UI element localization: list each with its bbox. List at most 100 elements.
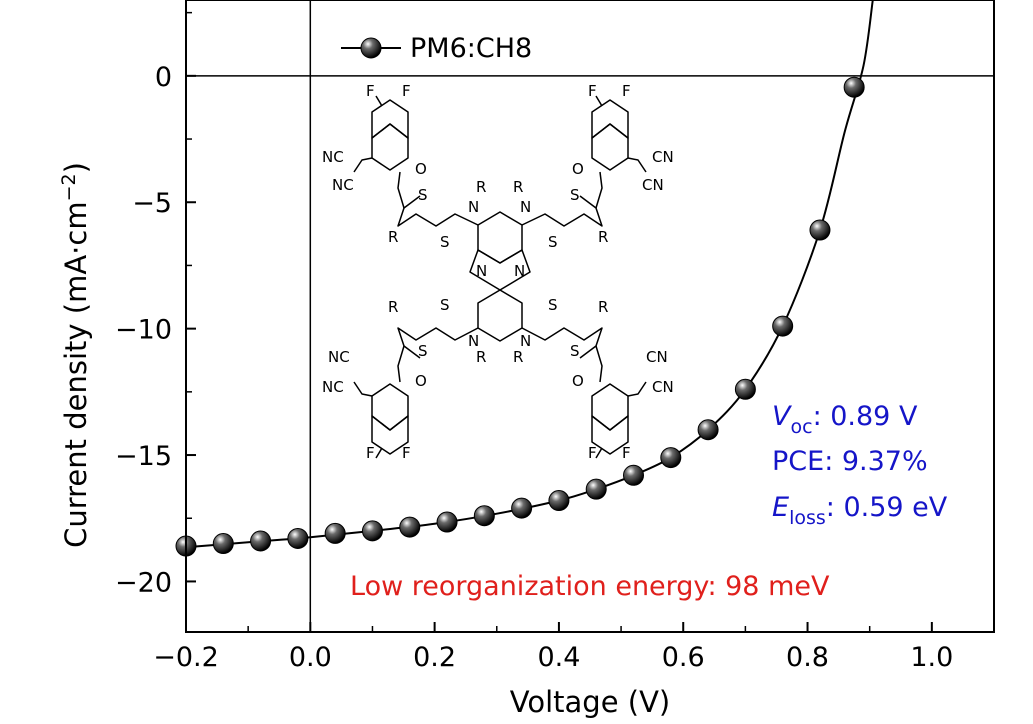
endgroup-ring-upper-right	[591, 123, 629, 171]
x-tick-label: −0.2	[153, 642, 219, 673]
endgroup-benzo-upper-right	[591, 99, 629, 139]
atom-s: S	[570, 186, 580, 204]
eloss-annotation: Eloss: 0.59 eV	[772, 492, 948, 529]
atom-f: F	[366, 82, 375, 100]
atom-n: N	[468, 198, 479, 216]
data-point	[250, 530, 272, 552]
wing-upper-left	[397, 195, 479, 227]
central-benzene-upper	[477, 211, 523, 264]
reorganization-annotation: Low reorganization energy: 98 meV	[350, 571, 830, 602]
data-point	[324, 522, 346, 544]
data-point	[585, 478, 607, 500]
central-benzene-lower	[477, 289, 523, 342]
endgroup-ring-lower-left	[371, 383, 409, 431]
atom-r: R	[513, 348, 523, 366]
atom-f: F	[402, 444, 411, 462]
y-tick-label: −15	[115, 441, 172, 472]
atom-cn: CN	[652, 148, 674, 166]
endgroup-ring-upper-left	[371, 123, 409, 171]
atom-s: S	[418, 342, 428, 360]
x-tick-label: 1.0	[910, 642, 953, 673]
data-point	[697, 419, 719, 441]
x-tick-label: 0.2	[413, 642, 456, 673]
atom-nc: NC	[332, 176, 354, 194]
x-axis-title: Voltage (V)	[510, 685, 670, 719]
dicyano-upper-left	[353, 157, 373, 173]
data-point	[843, 76, 865, 98]
atom-r: R	[598, 298, 608, 316]
data-point	[548, 490, 570, 512]
wing-lower-right	[521, 327, 603, 359]
atom-nc: NC	[328, 348, 350, 366]
data-point	[287, 527, 309, 549]
data-point	[772, 315, 794, 337]
endgroup-ring-lower-right	[591, 383, 629, 431]
endgroup-benzo-upper-left	[371, 99, 409, 139]
atom-o: O	[415, 372, 427, 390]
y-tick-label: −5	[132, 188, 172, 219]
data-point	[623, 464, 645, 486]
atom-s: S	[440, 233, 450, 251]
atom-cn: CN	[652, 378, 674, 396]
atom-f: F	[622, 82, 631, 100]
plot-frame	[185, 0, 995, 633]
data-point	[660, 447, 682, 469]
fluoro-bonds-lower-left	[375, 447, 383, 459]
atom-o: O	[572, 372, 584, 390]
atom-s: S	[418, 186, 428, 204]
data-point	[511, 497, 533, 519]
fluoro-bonds-upper-left	[375, 95, 383, 107]
atom-s: S	[440, 296, 450, 314]
wing-upper-right	[521, 195, 603, 227]
x-tick-label: 0.8	[786, 642, 829, 673]
legend: PM6:CH8	[341, 33, 532, 64]
x-tick-label: 0.0	[289, 642, 332, 673]
series-fit-curve	[185, 0, 874, 549]
atom-s: S	[548, 233, 558, 251]
atom-n: N	[476, 262, 487, 280]
atom-r: R	[388, 298, 398, 316]
dicyano-lower-left	[353, 381, 373, 397]
legend-label: PM6:CH8	[410, 33, 532, 64]
y-axis-title: Current density (mA·cm−2)	[58, 162, 93, 548]
atom-f: F	[366, 444, 375, 462]
y-tick-label: −20	[115, 567, 172, 598]
x-tick-label: 0.4	[537, 642, 580, 673]
vinyl-lower-left	[397, 345, 405, 383]
vinyl-upper-right	[595, 171, 603, 209]
atom-nc: NC	[322, 148, 344, 166]
atom-r: R	[598, 228, 608, 246]
atom-s: S	[570, 342, 580, 360]
data-point	[361, 520, 383, 542]
atom-f: F	[402, 82, 411, 100]
x-tick-label: 0.6	[662, 642, 705, 673]
molecule-structure: F F F F F F F F NC NC NC NC CN CN CN CN …	[322, 82, 674, 462]
atom-s: S	[548, 296, 558, 314]
series-markers	[175, 76, 865, 557]
y-tick-label: −10	[115, 315, 172, 346]
atom-f: F	[588, 444, 597, 462]
endgroup-benzo-lower-left	[371, 415, 409, 455]
atom-r: R	[476, 348, 486, 366]
data-point	[212, 533, 234, 555]
endgroup-benzo-lower-right	[591, 415, 629, 455]
atom-n: N	[514, 262, 525, 280]
data-point	[809, 219, 831, 241]
atom-n: N	[520, 332, 531, 350]
data-point	[734, 378, 756, 400]
atom-n: N	[520, 198, 531, 216]
x-axis-ticks: −0.2 0.0 0.2 0.4 0.6 0.8 1.0	[153, 622, 953, 673]
vinyl-upper-left	[397, 171, 405, 209]
data-point	[473, 505, 495, 527]
dicyano-upper-right	[627, 157, 647, 173]
fluoro-bonds-lower-right	[595, 447, 603, 459]
atom-nc: NC	[322, 378, 344, 396]
atom-f: F	[588, 82, 597, 100]
atom-o: O	[415, 160, 427, 178]
vinyl-lower-right	[595, 345, 603, 383]
data-point	[399, 516, 421, 538]
atom-r: R	[513, 178, 523, 196]
wing-lower-left	[397, 327, 479, 359]
y-axis-ticks: 0 −5 −10 −15 −20	[115, 11, 196, 598]
